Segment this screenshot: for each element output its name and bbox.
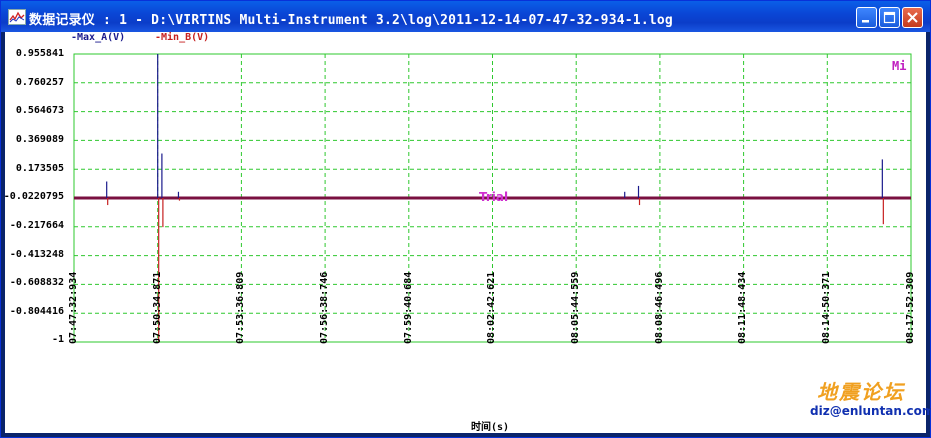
y-tick-label: 0.369089 [15, 134, 64, 145]
close-icon [907, 12, 918, 23]
title-bar[interactable]: 数据记录仪 : 1 - D:\VIRTINS Multi-Instrument … [1, 1, 930, 32]
window-title: 数据记录仪 : 1 - D:\VIRTINS Multi-Instrument … [29, 13, 673, 28]
chart-area: -Max_A(V) -Min_B(V) 0.955841 0.760257 0.… [3, 32, 931, 433]
watermark-logo: 地震论坛 [817, 380, 905, 404]
y-tick-label: -0.217664 [9, 220, 64, 231]
watermark-url: diz@enluntan.com [810, 404, 931, 418]
y-tick-label: -0.608832 [9, 277, 64, 288]
y-tick-label: -0.413248 [9, 249, 64, 260]
legend-series-a: -Max_A(V) [71, 32, 126, 43]
trial-label: Trial [479, 190, 509, 204]
close-button[interactable] [902, 7, 923, 28]
y-tick-label: 0.564673 [15, 105, 64, 116]
y-tick-label: -1 [51, 334, 64, 345]
minimize-button[interactable] [856, 7, 877, 28]
y-tick-label: 0.173505 [15, 163, 64, 174]
maximize-button[interactable] [879, 7, 900, 28]
maximize-icon [883, 11, 896, 24]
plot-svg [73, 53, 912, 343]
minimize-icon [862, 20, 869, 23]
legend-series-b: -Min_B(V) [155, 32, 210, 43]
y-tick-label: 0.955841 [15, 48, 64, 59]
y-tick-label: 0.760257 [15, 77, 64, 88]
x-axis-title: 时间(s) [471, 422, 510, 433]
y-tick-label: -0.0220795 [3, 191, 64, 202]
y-tick-label: -0.804416 [9, 306, 64, 317]
mi-label: Mi [892, 59, 907, 73]
app-icon [8, 9, 26, 25]
